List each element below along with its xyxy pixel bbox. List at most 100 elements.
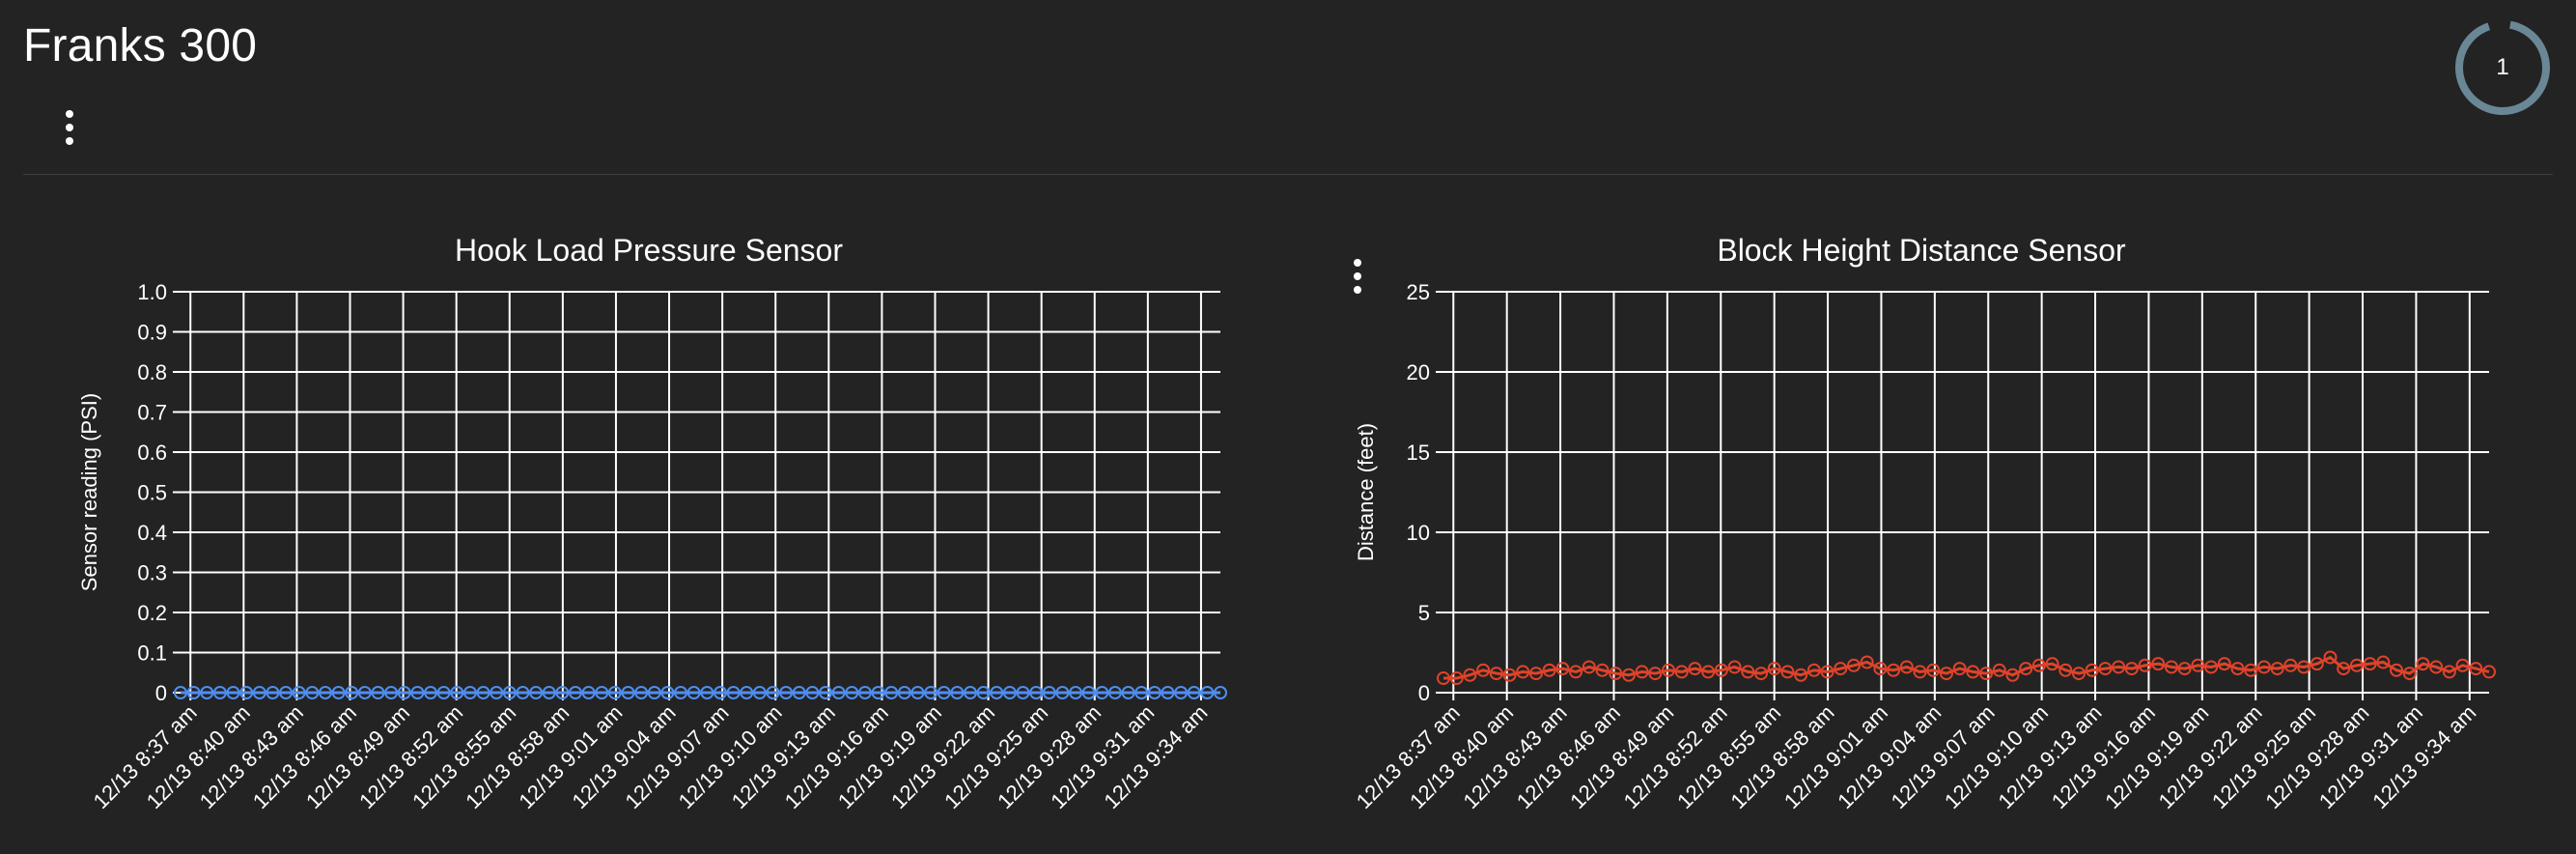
- y-tick-label: 0.4: [137, 521, 167, 545]
- data-point: [2031, 658, 2046, 672]
- y-axis-label: Distance (feet): [1354, 423, 1378, 561]
- data-point: [2455, 658, 2470, 672]
- data-point: [713, 686, 727, 699]
- data-point: [1095, 686, 1109, 699]
- data-point: [2469, 662, 2483, 676]
- data-point: [1873, 662, 1888, 676]
- data-point: [1055, 686, 1070, 699]
- data-point: [292, 686, 306, 699]
- y-axis-label: Sensor reading (PSI): [77, 393, 101, 591]
- data-point: [1688, 662, 1702, 676]
- data-point: [1516, 665, 1530, 679]
- data-point: [436, 686, 451, 699]
- more-vert-icon[interactable]: [60, 108, 79, 147]
- data-point: [1754, 667, 1769, 681]
- data-point: [200, 686, 214, 699]
- data-point: [2217, 657, 2231, 671]
- data-point: [1595, 663, 1610, 677]
- data-point: [990, 686, 1004, 699]
- refresh-countdown: 1: [2496, 54, 2509, 80]
- data-point: [2085, 663, 2099, 677]
- data-point: [686, 686, 701, 699]
- data-point: [1621, 668, 1636, 682]
- data-point: [819, 686, 833, 699]
- data-point: [2310, 657, 2324, 671]
- data-point: [2244, 663, 2258, 677]
- data-point: [1674, 665, 1689, 679]
- data-point: [2270, 662, 2284, 676]
- y-tick-label: 0: [1418, 681, 1430, 705]
- data-point: [1741, 665, 1755, 679]
- data-point: [1701, 665, 1716, 679]
- data-point: [1463, 668, 1477, 682]
- data-point: [2416, 657, 2430, 671]
- y-tick-label: 0.7: [137, 401, 167, 425]
- data-point: [2177, 662, 2192, 676]
- data-point: [2376, 655, 2391, 669]
- data-point: [581, 686, 596, 699]
- data-point: [2402, 667, 2417, 681]
- y-tick-label: 10: [1407, 521, 1430, 545]
- data-point: [634, 686, 649, 699]
- refresh-ring-icon[interactable]: 1: [2450, 15, 2555, 120]
- more-vert-icon[interactable]: [1348, 257, 1367, 296]
- y-tick-label: 0.1: [137, 641, 167, 666]
- y-tick-label: 25: [1407, 280, 1430, 304]
- data-point: [937, 686, 951, 699]
- data-point: [647, 686, 661, 699]
- data-point: [1806, 663, 1821, 677]
- data-point: [450, 686, 464, 699]
- data-point: [2191, 658, 2205, 672]
- header-divider: [23, 174, 2553, 175]
- data-point: [831, 686, 846, 699]
- data-point: [331, 686, 346, 699]
- data-point: [871, 686, 885, 699]
- block-height-chart: Block Height Distance Sensor051015202512…: [1352, 233, 2496, 813]
- data-point: [542, 686, 556, 699]
- data-point: [1860, 655, 1874, 669]
- data-point: [1662, 663, 1676, 677]
- data-point: [529, 686, 544, 699]
- y-tick-label: 15: [1407, 441, 1430, 465]
- data-point: [555, 686, 570, 699]
- y-tick-label: 0.3: [137, 561, 167, 585]
- data-point: [910, 686, 925, 699]
- data-point: [1780, 665, 1795, 679]
- data-point: [674, 686, 688, 699]
- y-tick-label: 1.0: [137, 280, 167, 304]
- y-tick-label: 20: [1407, 360, 1430, 384]
- data-point: [2337, 662, 2351, 676]
- data-point: [779, 686, 794, 699]
- data-point: [318, 686, 332, 699]
- data-point: [752, 686, 767, 699]
- data-point: [410, 686, 425, 699]
- data-point: [2058, 663, 2073, 677]
- data-point: [950, 686, 965, 699]
- data-point: [239, 686, 254, 699]
- data-point: [1214, 686, 1227, 699]
- data-point: [1794, 668, 1808, 682]
- data-point: [1187, 686, 1201, 699]
- data-point: [976, 686, 991, 699]
- data-point: [1121, 686, 1135, 699]
- data-point: [1635, 665, 1649, 679]
- data-point: [2164, 660, 2178, 674]
- data-point: [2019, 662, 2033, 676]
- data-point: [226, 686, 240, 699]
- data-point: [2138, 658, 2152, 672]
- data-point: [1476, 663, 1491, 677]
- data-point: [2151, 657, 2166, 671]
- y-tick-label: 0.9: [137, 321, 167, 345]
- data-point: [2482, 665, 2496, 679]
- data-point: [2390, 663, 2404, 677]
- data-point: [2429, 660, 2444, 674]
- data-point: [476, 686, 490, 699]
- data-point: [1161, 686, 1175, 699]
- data-point: [805, 686, 820, 699]
- data-point: [1727, 660, 1742, 674]
- data-point: [2297, 660, 2311, 674]
- data-point: [212, 686, 227, 699]
- data-point: [1939, 667, 1953, 681]
- data-point: [1081, 686, 1096, 699]
- data-point: [424, 686, 438, 699]
